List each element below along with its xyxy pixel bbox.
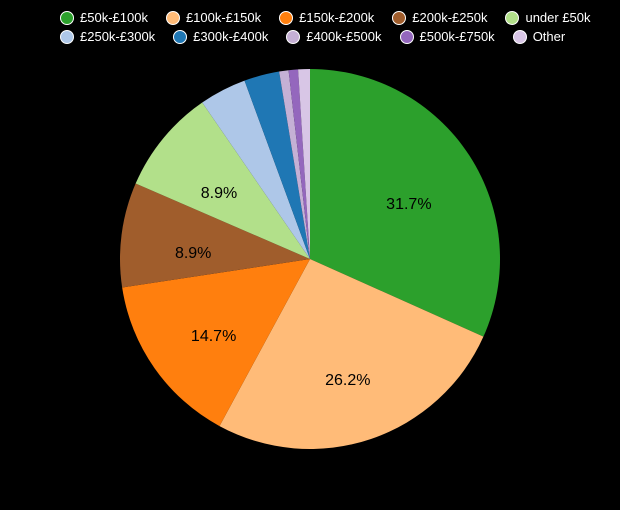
- legend-label: £200k-£250k: [412, 10, 487, 25]
- slice-percent-label: 26.2%: [325, 372, 370, 390]
- legend-item: £50k-£100k: [60, 10, 148, 25]
- slice-percent-label: 14.7%: [191, 328, 236, 346]
- legend-swatch: [279, 11, 293, 25]
- legend-item: under £50k: [505, 10, 590, 25]
- legend-swatch: [505, 11, 519, 25]
- legend-item: £150k-£200k: [279, 10, 374, 25]
- legend-label: £100k-£150k: [186, 10, 261, 25]
- pie-chart: 31.7% 26.2% 14.7% 8.9% 8.9%: [0, 49, 620, 469]
- slice-percent-label: 8.9%: [201, 185, 237, 203]
- legend-swatch: [60, 11, 74, 25]
- slice-percent-label: 8.9%: [175, 245, 211, 263]
- legend-item: £100k-£150k: [166, 10, 261, 25]
- legend-swatch: [392, 11, 406, 25]
- legend-label: £150k-£200k: [299, 10, 374, 25]
- pie-svg: [0, 39, 620, 479]
- legend-label: £50k-£100k: [80, 10, 148, 25]
- legend-label: under £50k: [525, 10, 590, 25]
- legend-swatch: [166, 11, 180, 25]
- slice-percent-label: 31.7%: [386, 196, 431, 214]
- legend-item: £200k-£250k: [392, 10, 487, 25]
